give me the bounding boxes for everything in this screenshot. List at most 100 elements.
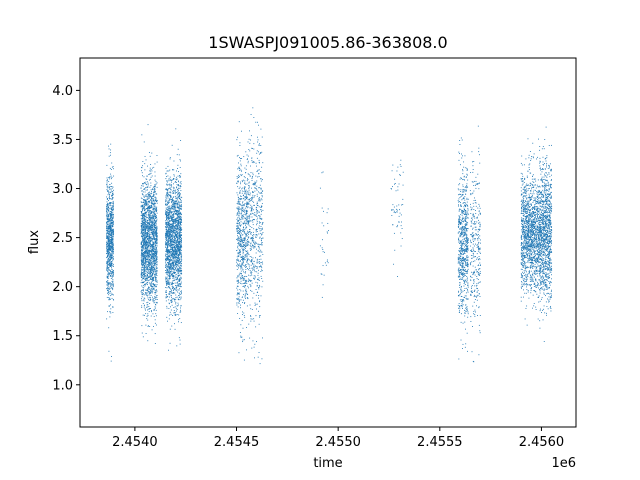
- data-point: [149, 224, 151, 226]
- data-point: [176, 206, 178, 208]
- data-point: [165, 245, 167, 247]
- data-point: [168, 293, 170, 295]
- data-point: [109, 271, 111, 273]
- data-point: [248, 223, 249, 224]
- data-point: [173, 193, 175, 194]
- data-point: [146, 289, 148, 291]
- data-point: [110, 273, 112, 275]
- data-point: [146, 202, 147, 204]
- data-point: [110, 169, 112, 170]
- data-point: [147, 253, 149, 255]
- data-point: [180, 227, 182, 229]
- data-point: [165, 178, 167, 180]
- data-point: [172, 222, 174, 224]
- data-point: [177, 217, 179, 219]
- data-point: [150, 261, 152, 263]
- data-point: [174, 312, 176, 314]
- data-point: [165, 222, 167, 224]
- data-point: [106, 184, 108, 186]
- data-point: [165, 167, 167, 169]
- data-point: [148, 263, 150, 265]
- data-point: [149, 234, 151, 236]
- data-point: [142, 235, 144, 237]
- data-point: [238, 352, 240, 354]
- data-point: [155, 247, 157, 248]
- data-point: [148, 294, 150, 296]
- data-point: [153, 200, 155, 202]
- data-point: [147, 304, 149, 306]
- data-point: [107, 285, 109, 287]
- data-point: [145, 247, 147, 249]
- data-point: [155, 260, 156, 261]
- data-point: [108, 225, 110, 227]
- data-point: [172, 291, 174, 293]
- data-point: [147, 208, 149, 210]
- data-point: [166, 247, 168, 249]
- data-point: [153, 218, 155, 220]
- data-point: [149, 219, 150, 221]
- data-point: [167, 192, 169, 194]
- data-point: [175, 302, 177, 304]
- data-point: [171, 285, 173, 287]
- data-point: [165, 221, 167, 223]
- data-point: [108, 207, 109, 209]
- data-point: [147, 259, 149, 261]
- data-point: [108, 242, 110, 244]
- data-point: [177, 216, 179, 218]
- data-point: [167, 269, 169, 271]
- data-point: [142, 277, 144, 279]
- data-point: [148, 179, 150, 181]
- data-point: [173, 188, 175, 190]
- data-point: [142, 161, 144, 162]
- data-point: [169, 251, 171, 253]
- data-point: [147, 239, 148, 241]
- data-point: [174, 328, 176, 330]
- data-point: [145, 218, 147, 220]
- data-point: [172, 226, 174, 228]
- data-point: [140, 232, 142, 234]
- data-point: [146, 181, 148, 183]
- data-point: [110, 298, 111, 300]
- data-point: [149, 276, 151, 278]
- data-point: [180, 305, 182, 307]
- data-point: [107, 251, 109, 252]
- data-point: [177, 267, 179, 269]
- data-point: [154, 225, 156, 226]
- data-point: [107, 190, 109, 191]
- data-point: [153, 203, 155, 205]
- data-point: [111, 294, 113, 296]
- data-point: [168, 262, 170, 264]
- data-point: [178, 233, 180, 235]
- data-point: [172, 204, 174, 206]
- data-point: [175, 285, 177, 287]
- data-point: [173, 213, 175, 214]
- data-point: [179, 293, 180, 295]
- data-point: [166, 265, 168, 267]
- data-point: [152, 228, 154, 230]
- data-point: [168, 233, 170, 235]
- data-point: [166, 232, 168, 234]
- data-point: [148, 207, 150, 209]
- data-point: [165, 226, 167, 228]
- data-point: [107, 260, 109, 262]
- data-point: [149, 296, 151, 298]
- data-point: [169, 230, 171, 232]
- data-point: [180, 264, 182, 266]
- data-point: [106, 207, 107, 209]
- data-point: [109, 214, 111, 216]
- data-point: [175, 249, 177, 251]
- data-point: [144, 224, 146, 226]
- data-point: [113, 233, 115, 234]
- data-point: [150, 281, 152, 283]
- data-point: [147, 340, 149, 342]
- data-point: [144, 309, 146, 311]
- data-point: [168, 225, 170, 227]
- data-point: [148, 228, 150, 230]
- data-point: [174, 246, 176, 248]
- data-point: [155, 226, 157, 228]
- data-point: [168, 263, 170, 265]
- data-point: [156, 238, 158, 240]
- data-point: [156, 289, 157, 291]
- data-point: [110, 173, 112, 175]
- data-point: [150, 270, 152, 272]
